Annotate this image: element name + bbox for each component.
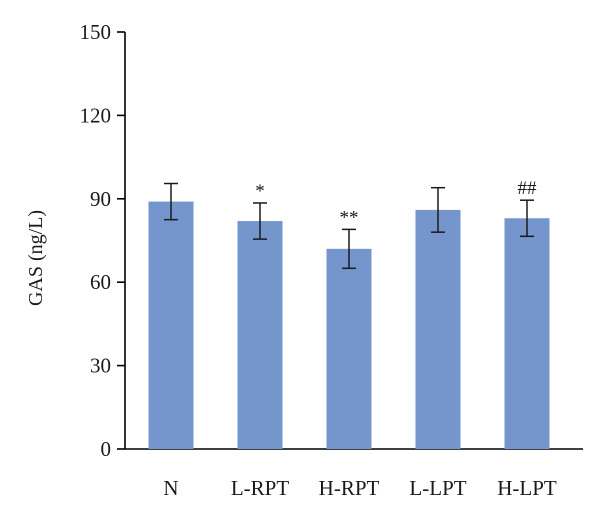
y-tick-label: 150 [80, 20, 112, 44]
bar [237, 221, 283, 449]
category-label: L-LPT [409, 476, 466, 500]
significance-marks: ***## [255, 178, 537, 228]
significance-mark: * [255, 181, 265, 202]
bars [148, 201, 550, 449]
x-axis-labels: N L-RPT H-RPT L-LPT H-LPT [163, 476, 557, 500]
y-axis-title: GAS (ng/L) [25, 210, 47, 306]
significance-mark: ** [340, 207, 359, 228]
y-tick-label: 120 [80, 103, 112, 127]
y-tick-label: 30 [90, 354, 111, 378]
bar [504, 218, 550, 449]
category-label: H-RPT [319, 476, 380, 500]
category-label: H-LPT [497, 476, 557, 500]
significance-mark: ## [518, 178, 538, 199]
error-bars [164, 182, 534, 270]
category-label: L-RPT [231, 476, 290, 500]
category-label: N [163, 476, 178, 500]
bar [415, 209, 461, 449]
bar [326, 248, 372, 449]
y-tick-label: 90 [90, 187, 111, 211]
y-axis-ticks: 0 30 60 90 120 150 [80, 20, 125, 461]
bar [148, 201, 194, 449]
y-tick-label: 0 [101, 437, 112, 461]
y-tick-label: 60 [90, 270, 111, 294]
